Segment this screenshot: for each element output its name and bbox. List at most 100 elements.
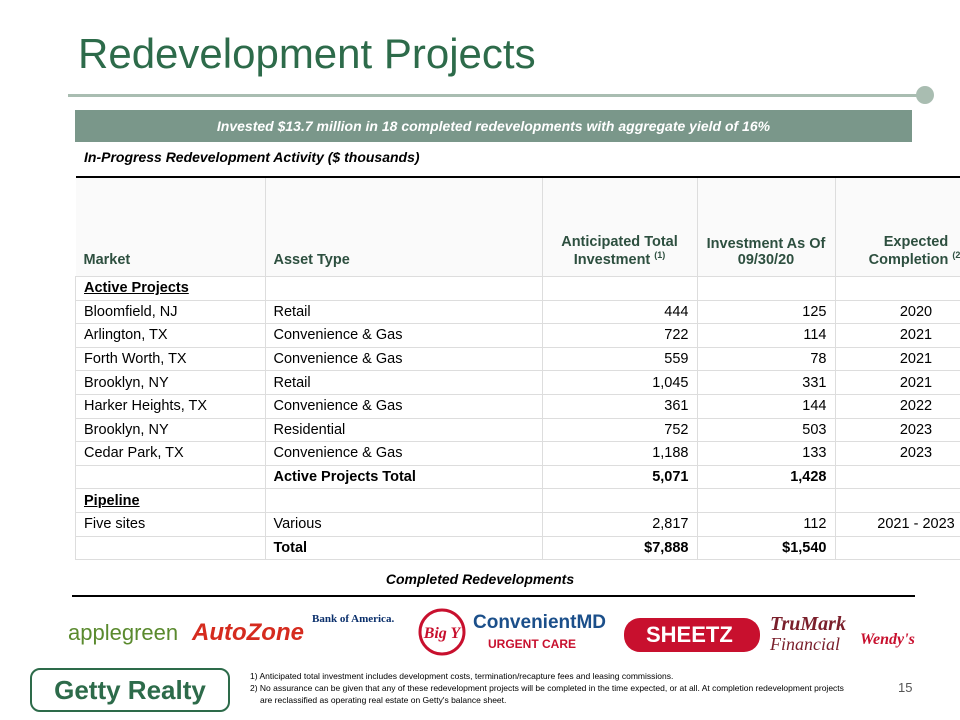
- completed-rule: [72, 595, 915, 597]
- cell: 559: [541, 346, 698, 372]
- cell: Convenience & Gas: [264, 393, 543, 419]
- header-label: Asset Type: [273, 252, 350, 268]
- cell: [264, 488, 543, 513]
- logo: URGENT CARE: [488, 637, 576, 651]
- cell: 2020: [834, 299, 960, 325]
- title-rule: [68, 94, 918, 97]
- company-logo: Getty Realty: [30, 668, 230, 712]
- row: Bloomfield, NJ Retail 444 125 2020: [75, 299, 960, 325]
- cell: 2021: [834, 346, 960, 372]
- logo: Big Y: [423, 625, 462, 642]
- header-label: Investment As Of 09/30/20: [706, 236, 826, 268]
- cell: Five sites: [75, 511, 266, 537]
- logo: Financial: [769, 634, 840, 654]
- logo: TruMark: [770, 613, 846, 635]
- logo: Wendy's: [860, 631, 915, 648]
- cell: [75, 535, 266, 561]
- total-cell: $1,540: [696, 535, 836, 561]
- completed-heading: Completed Redevelopments: [385, 571, 575, 587]
- cell: 114: [696, 323, 836, 348]
- total-cell: Active Projects Total: [264, 464, 543, 490]
- row: Brooklyn, NY Residential 752 503 2023: [75, 417, 960, 443]
- cell: 144: [696, 393, 836, 419]
- section-title: Pipeline: [75, 488, 266, 513]
- row: Brooklyn, NY Retail 1,045 331 2021: [75, 370, 960, 395]
- row: Five sites Various 2,817 112 2021 - 2023: [75, 511, 960, 537]
- row: Forth Worth, TX Convenience & Gas 559 78 202…: [75, 346, 960, 372]
- cell: [75, 464, 266, 490]
- section-row: Active Projects: [75, 276, 960, 301]
- cell: [834, 488, 960, 513]
- bigy-circle: [418, 608, 466, 656]
- row: Cedar Park, TX Convenience & Gas 1,188 133 2…: [75, 441, 960, 466]
- row: Arlington, TX Convenience & Gas 722 114 2021: [75, 323, 960, 348]
- column-header: Investment As Of 09/30/20: [697, 177, 836, 277]
- section-title: Active Projects: [75, 276, 266, 301]
- total-row: Active Projects Total 5,071 1,428: [75, 464, 960, 490]
- column-header: Asset Type: [265, 177, 543, 277]
- cell: Convenience & Gas: [264, 346, 543, 372]
- header-note: (2): [952, 250, 960, 261]
- column-header: Anticipated Total Investment (1): [542, 177, 698, 277]
- banner: Invested $13.7 million in 18 completed r…: [75, 110, 912, 142]
- total-cell: $7,888: [541, 535, 698, 561]
- header-label: Market: [83, 252, 131, 268]
- cell: [696, 276, 836, 301]
- logo-strip: applegreen AutoZone Bank of America. Big Y C…: [68, 608, 915, 656]
- cell: Various: [264, 511, 543, 537]
- section-row: Pipeline: [75, 488, 960, 513]
- column-header: Expected Completion (2): [835, 177, 960, 277]
- total-cell: 1,428: [696, 464, 836, 490]
- cell: 503: [696, 417, 836, 443]
- cell: 1,045: [541, 370, 698, 395]
- cell: Convenience & Gas: [264, 323, 543, 348]
- cell: Bloomfield, NJ: [75, 299, 266, 325]
- title: Redevelopment Projects: [78, 30, 536, 77]
- cell: 2021: [834, 323, 960, 348]
- cell: Convenience & Gas: [264, 441, 543, 466]
- column-header: Market: [75, 177, 266, 277]
- cell: [834, 276, 960, 301]
- projects-table: Market Asset Type Anticipated Total Invest…: [75, 176, 960, 561]
- footnotes: 1) Anticipated total investment includes…: [250, 670, 850, 706]
- cell: [264, 276, 543, 301]
- cell: 2021: [834, 370, 960, 395]
- logo: applegreen: [68, 620, 178, 645]
- total-row: Total $7,888 $1,540: [75, 535, 960, 561]
- total-cell: Total: [264, 535, 543, 561]
- cell: Residential: [264, 417, 543, 443]
- header-row: Market Asset Type Anticipated Total Invest…: [75, 177, 960, 277]
- cell: Brooklyn, NY: [75, 370, 266, 395]
- cell: Arlington, TX: [75, 323, 266, 348]
- header-label: Expected Completion: [868, 234, 949, 268]
- logo: SHEETZ: [646, 622, 733, 647]
- cell: [834, 464, 960, 490]
- logo: ConvenientMD: [473, 612, 606, 633]
- cell: Harker Heights, TX: [75, 393, 266, 419]
- sheetz-badge: [624, 618, 760, 652]
- cell: 2,817: [541, 511, 698, 537]
- cell: 752: [541, 417, 698, 443]
- footnote: 2) No assurance can be given that any of…: [250, 683, 844, 705]
- cell: Forth Worth, TX: [75, 346, 266, 372]
- cell: [541, 276, 698, 301]
- cell: Retail: [264, 370, 543, 395]
- cell: 2023: [834, 417, 960, 443]
- header-note: (1): [654, 250, 666, 261]
- cell: Brooklyn, NY: [75, 417, 266, 443]
- rule-dot: [916, 86, 934, 104]
- cell: 133: [696, 441, 836, 466]
- cell: 331: [696, 370, 836, 395]
- cell: 2022: [834, 393, 960, 419]
- logo: AutoZone: [191, 619, 304, 646]
- cell: 722: [541, 323, 698, 348]
- footnote: 1) Anticipated total investment includes…: [250, 671, 674, 681]
- cell: 361: [541, 393, 698, 419]
- cell: Retail: [264, 299, 543, 325]
- cell: 1,188: [541, 441, 698, 466]
- cell: 125: [696, 299, 836, 325]
- logo: Bank of America.: [312, 613, 394, 625]
- cell: [541, 488, 698, 513]
- cell: 444: [541, 299, 698, 325]
